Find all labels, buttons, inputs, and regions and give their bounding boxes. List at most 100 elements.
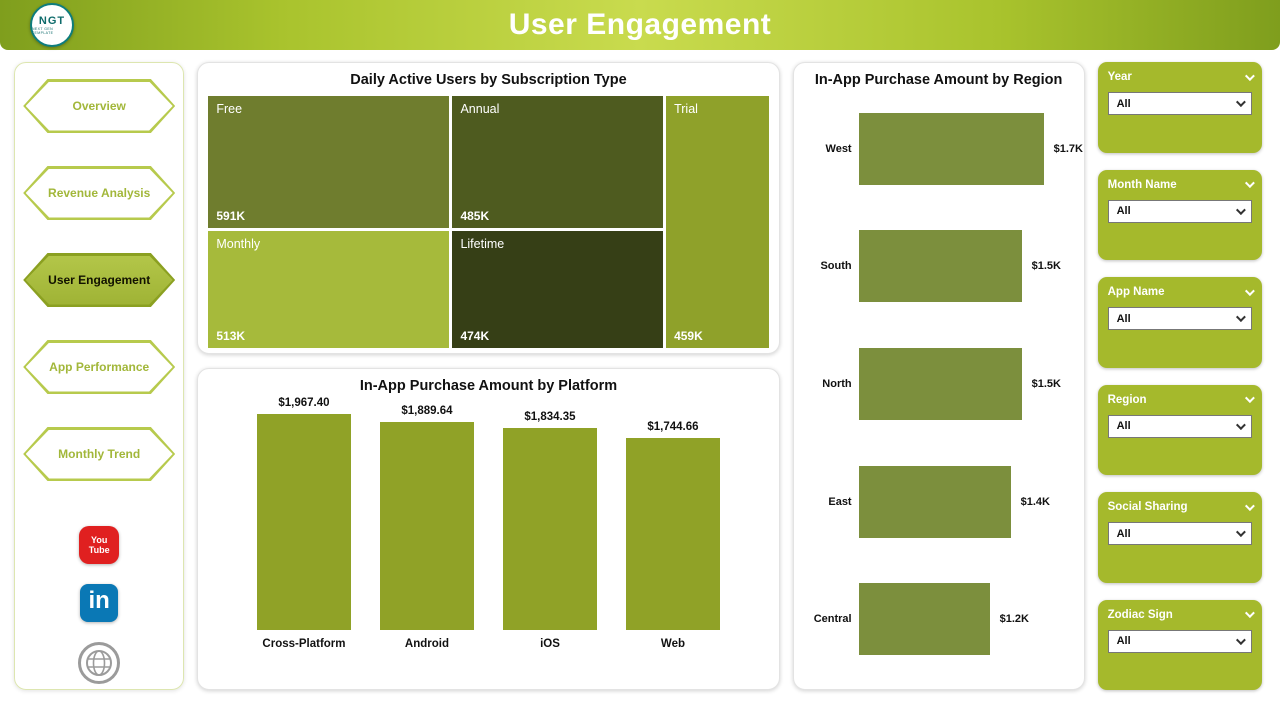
bar-row: East $1.4K (802, 465, 1076, 538)
slicer-dropdown[interactable]: All (1107, 307, 1252, 330)
nav-item-app-performance[interactable]: App Performance (23, 340, 176, 394)
chevron-down-icon (1244, 70, 1255, 81)
tile-label: Free (216, 102, 243, 116)
nav-sidebar: Overview Revenue Analysis User Engagemen… (14, 62, 185, 690)
treemap-tile-free[interactable]: Free 591K (208, 96, 450, 229)
bar-value-label: $1,889.64 (401, 405, 453, 417)
slicer-label: Year (1107, 71, 1132, 83)
bar-android[interactable] (379, 422, 474, 630)
bar-west[interactable] (858, 112, 1044, 185)
treemap-tile-lifetime[interactable]: Lifetime 474K (452, 231, 664, 348)
chevron-down-icon (1235, 634, 1246, 645)
bar-group: $1,834.35 iOS (502, 411, 597, 650)
slicer-header[interactable]: Month Name (1107, 178, 1255, 191)
slicer-year: Year All (1097, 62, 1262, 153)
website-globe-icon[interactable] (78, 642, 121, 684)
treemap-tile-trial[interactable]: Trial 459K (666, 96, 769, 348)
bar-group: $1,744.66 Web (625, 421, 720, 650)
slicer-region: Region All (1097, 384, 1262, 475)
slicer-label: App Name (1107, 286, 1165, 298)
chevron-down-icon (1235, 312, 1246, 323)
tile-value: 474K (460, 329, 490, 343)
slicer-value: All (1116, 635, 1131, 647)
chevron-down-icon (1235, 419, 1246, 430)
platform-chart-title: In-App Purchase Amount by Platform (359, 378, 618, 394)
slicer-label: Region (1107, 393, 1147, 406)
tile-label: Trial (674, 102, 698, 116)
bar-central[interactable] (858, 583, 990, 656)
nav-item-revenue-analysis[interactable]: Revenue Analysis (23, 166, 176, 220)
bar-east[interactable] (858, 465, 1011, 538)
nav-item-label: User Engagement (48, 273, 151, 287)
youtube-text: You (91, 535, 108, 545)
page-title: User Engagement (508, 8, 772, 41)
chevron-down-icon (1235, 97, 1246, 108)
slicer-header[interactable]: Zodiac Sign (1107, 608, 1255, 621)
nav-item-label: App Performance (49, 360, 150, 374)
chevron-down-icon (1235, 204, 1246, 215)
nav-item-label: Monthly Trend (58, 447, 141, 461)
bar-north[interactable] (858, 347, 1022, 420)
slicer-header[interactable]: App Name (1107, 285, 1255, 298)
tile-label: Lifetime (460, 237, 505, 252)
region-bar-chart: West $1.7K South $1.5K North $1.5K East (802, 90, 1083, 678)
slicer-dropdown[interactable]: All (1107, 199, 1252, 223)
bar-row: West $1.7K (802, 112, 1083, 185)
bar-category-label: Android (404, 638, 449, 650)
content-area: Overview Revenue Analysis User Engagemen… (0, 50, 1280, 700)
header: NGT NEXT GEN TEMPLATE User Engagement (0, 0, 1280, 50)
chevron-down-icon (1244, 285, 1255, 296)
chevron-down-icon (1235, 527, 1246, 538)
slicer-value: All (1116, 527, 1131, 540)
youtube-icon[interactable]: You Tube (79, 526, 120, 564)
slicer-dropdown[interactable]: All (1107, 414, 1252, 438)
slicer-header[interactable]: Year (1107, 70, 1255, 83)
bar-row: Central $1.2K (802, 583, 1076, 656)
treemap-tile-annual[interactable]: Annual 485K (452, 96, 664, 229)
bar-south[interactable] (858, 230, 1022, 303)
slicer-dropdown[interactable]: All (1107, 522, 1252, 545)
slicer-header[interactable]: Social Sharing (1107, 500, 1255, 513)
bar-category-label: South (820, 260, 852, 273)
nav-item-overview[interactable]: Overview (23, 79, 176, 133)
tile-label: Monthly (216, 237, 261, 252)
slicer-social-sharing: Social Sharing All (1097, 492, 1262, 583)
slicer-header[interactable]: Region (1107, 393, 1255, 406)
bar-value-label: $1.2K (999, 613, 1029, 626)
slicer-value: All (1116, 420, 1131, 432)
tile-value: 485K (460, 209, 490, 224)
slicer-label: Social Sharing (1107, 501, 1188, 513)
chevron-down-icon (1244, 500, 1255, 511)
slicer-dropdown[interactable]: All (1107, 629, 1252, 653)
ngt-logo: NGT NEXT GEN TEMPLATE (30, 3, 74, 47)
slicer-label: Month Name (1107, 178, 1177, 191)
slicer-dropdown[interactable]: All (1107, 92, 1252, 115)
bar-group: $1,967.40 Cross-Platform (256, 397, 351, 650)
region-chart-title: In-App Purchase Amount by Region (814, 72, 1063, 88)
nav-item-user-engagement[interactable]: User Engagement (23, 253, 176, 307)
bar-web[interactable] (625, 438, 720, 630)
bar-ios[interactable] (502, 428, 597, 630)
bar-cross-platform[interactable] (256, 414, 351, 630)
tile-label: Annual (460, 102, 500, 116)
slicer-value: All (1116, 312, 1131, 325)
bar-category-label: Web (660, 638, 685, 650)
main-column: Daily Active Users by Subscription Type … (197, 62, 780, 690)
chevron-down-icon (1244, 393, 1255, 404)
nav-item-label: Overview (72, 99, 126, 113)
bar-category-label: Central (813, 613, 852, 626)
slicer-month-name: Month Name All (1097, 169, 1262, 260)
bar-category-label: North (822, 377, 852, 390)
linkedin-icon[interactable]: in (80, 584, 119, 622)
bar-category-label: East (828, 495, 852, 508)
slicer-value: All (1116, 97, 1131, 110)
platform-bar-chart: $1,967.40 Cross-Platform $1,889.64 Andro… (208, 397, 768, 650)
slicer-value: All (1116, 205, 1131, 217)
logo-subtext: NEXT GEN TEMPLATE (32, 27, 54, 35)
treemap-tile-monthly[interactable]: Monthly 513K (208, 231, 450, 348)
social-links: You Tube in (78, 526, 121, 684)
slicer-label: Zodiac Sign (1107, 608, 1173, 621)
bar-category-label: West (825, 142, 852, 155)
nav-item-monthly-trend[interactable]: Monthly Trend (23, 427, 176, 481)
